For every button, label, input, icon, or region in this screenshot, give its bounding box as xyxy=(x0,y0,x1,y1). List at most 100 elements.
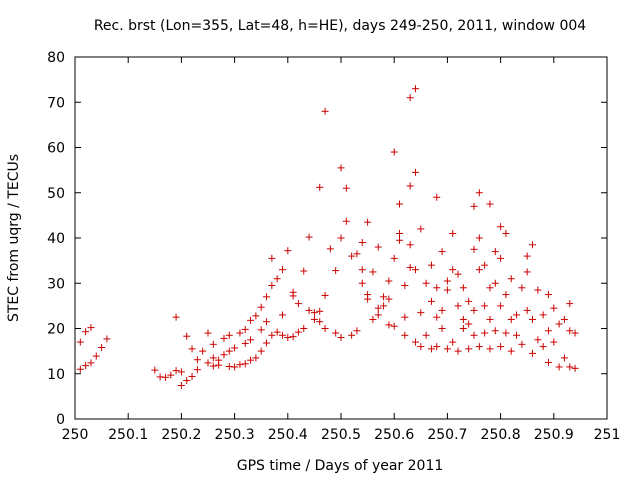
data-point xyxy=(204,329,212,337)
data-point xyxy=(550,304,558,312)
data-point xyxy=(475,234,483,242)
x-tick-label: 250.7 xyxy=(427,427,467,443)
data-point xyxy=(518,284,526,292)
data-point xyxy=(454,302,462,310)
data-point xyxy=(417,309,425,317)
data-point xyxy=(161,373,169,381)
data-point xyxy=(443,286,451,294)
data-point xyxy=(204,359,212,367)
data-point xyxy=(326,245,334,253)
data-point xyxy=(310,315,318,323)
data-point xyxy=(491,248,499,256)
data-point xyxy=(348,331,356,339)
data-point xyxy=(358,266,366,274)
data-point xyxy=(566,327,574,335)
x-axis-title: GPS time / Days of year 2011 xyxy=(237,458,444,474)
data-point xyxy=(406,182,414,190)
data-point xyxy=(465,345,473,353)
data-point xyxy=(231,344,239,352)
data-point xyxy=(209,354,217,362)
data-point xyxy=(497,254,505,262)
y-tick-label: 10 xyxy=(47,367,65,383)
data-point xyxy=(470,331,478,339)
data-point xyxy=(82,362,90,370)
data-point xyxy=(92,352,100,360)
data-point xyxy=(539,311,547,319)
y-tick-label: 0 xyxy=(56,412,65,428)
data-point xyxy=(454,347,462,355)
data-point xyxy=(539,343,547,351)
data-point xyxy=(406,263,414,271)
data-point xyxy=(268,282,276,290)
data-point xyxy=(529,349,537,357)
data-point xyxy=(209,362,217,370)
data-point xyxy=(529,315,537,323)
data-point xyxy=(316,183,324,191)
data-point xyxy=(364,218,372,226)
data-point xyxy=(289,292,297,300)
data-point xyxy=(172,313,180,321)
data-point xyxy=(353,250,361,258)
data-point xyxy=(342,184,350,192)
data-point xyxy=(427,345,435,353)
data-point xyxy=(396,200,404,208)
x-tick-label: 250.4 xyxy=(268,427,308,443)
data-point xyxy=(518,340,526,348)
data-point xyxy=(273,275,281,283)
data-point xyxy=(284,334,292,342)
data-point xyxy=(513,311,521,319)
data-point xyxy=(390,322,398,330)
data-point xyxy=(87,324,95,332)
data-point xyxy=(465,320,473,328)
y-tick-label: 30 xyxy=(47,276,65,292)
data-point xyxy=(268,331,276,339)
data-point xyxy=(167,371,175,379)
data-point xyxy=(321,325,329,332)
data-point xyxy=(289,333,297,341)
data-point xyxy=(507,315,515,323)
data-point xyxy=(337,234,345,242)
data-point xyxy=(332,267,340,275)
data-point xyxy=(449,338,457,346)
data-point xyxy=(241,360,249,368)
data-point xyxy=(401,282,409,290)
data-point xyxy=(507,347,515,355)
x-tick-label: 250.2 xyxy=(161,427,201,443)
data-point xyxy=(411,168,419,176)
data-point xyxy=(406,241,414,249)
data-point xyxy=(475,343,483,351)
data-point xyxy=(241,325,249,333)
data-point xyxy=(380,302,388,310)
data-point xyxy=(342,217,350,225)
data-point xyxy=(220,334,228,342)
data-point xyxy=(566,363,574,371)
y-tick-label: 80 xyxy=(47,50,65,66)
data-point xyxy=(231,363,239,371)
data-point xyxy=(278,311,286,319)
data-point xyxy=(247,316,255,324)
data-point xyxy=(177,368,185,376)
data-point xyxy=(316,307,324,315)
data-point xyxy=(374,243,382,251)
data-point xyxy=(263,339,271,347)
data-point xyxy=(225,347,233,355)
data-point xyxy=(433,343,441,351)
y-tick-label: 20 xyxy=(47,322,65,338)
data-point xyxy=(411,85,419,93)
data-point xyxy=(247,356,255,364)
data-point xyxy=(188,372,196,380)
x-tick-label: 250.8 xyxy=(481,427,521,443)
data-point xyxy=(385,277,393,285)
data-point xyxy=(411,338,419,346)
data-point xyxy=(353,327,361,335)
data-point xyxy=(422,279,430,287)
data-point xyxy=(443,345,451,353)
data-point xyxy=(300,325,308,332)
data-point xyxy=(316,318,324,326)
data-point xyxy=(220,351,228,359)
data-point xyxy=(417,343,425,351)
y-tick-label: 60 xyxy=(47,141,65,157)
data-point xyxy=(427,261,435,269)
data-point xyxy=(396,236,404,244)
data-point xyxy=(560,354,568,362)
